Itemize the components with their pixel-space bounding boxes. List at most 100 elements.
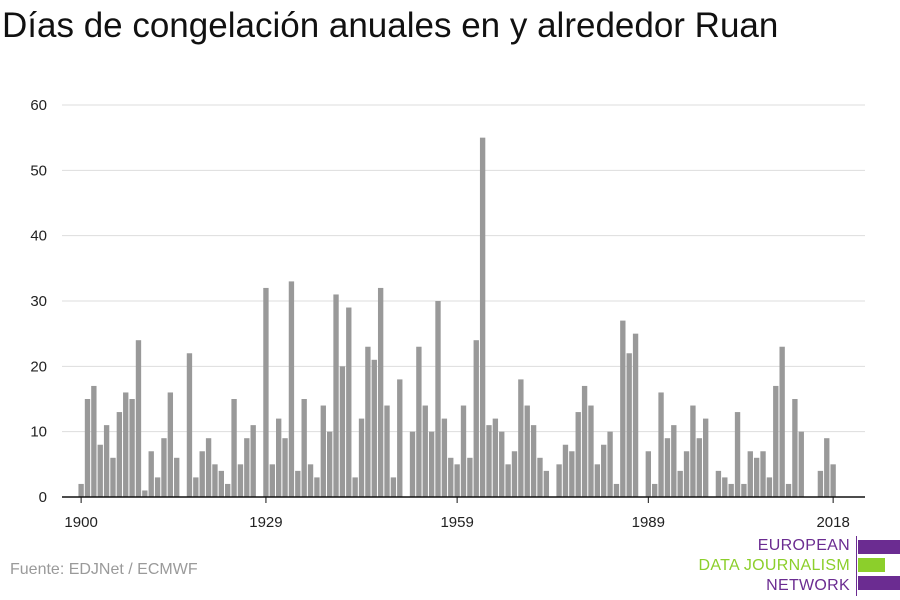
bar-1975 bbox=[556, 464, 562, 497]
logo-text-network: NETWORK bbox=[766, 577, 850, 594]
bar-1978 bbox=[575, 412, 581, 497]
bar-2007 bbox=[760, 451, 766, 497]
bar-1944 bbox=[358, 418, 365, 497]
bar-1973 bbox=[543, 470, 550, 497]
bar-1937 bbox=[314, 477, 320, 497]
bar-2009 bbox=[773, 385, 779, 497]
bar-1935 bbox=[301, 399, 307, 497]
logo-bar-purple-top bbox=[858, 540, 900, 554]
bar-1947 bbox=[377, 287, 384, 497]
bar-1985 bbox=[620, 320, 626, 497]
bar-1926 bbox=[244, 438, 250, 497]
bar-1948 bbox=[384, 405, 390, 497]
bar-2017 bbox=[824, 438, 830, 497]
bar-1913 bbox=[161, 438, 167, 497]
bar-1907 bbox=[123, 392, 129, 497]
bar-1910 bbox=[142, 490, 148, 497]
bar-2012 bbox=[792, 399, 798, 497]
x-tick-label: 1929 bbox=[249, 514, 282, 530]
bar-1959 bbox=[454, 464, 460, 497]
bar-1929 bbox=[263, 287, 269, 497]
bar-1986 bbox=[626, 353, 632, 497]
bar-1931 bbox=[276, 418, 282, 497]
bar-1970 bbox=[524, 405, 530, 497]
bar-1925 bbox=[237, 464, 244, 497]
bar-1915 bbox=[174, 457, 180, 497]
bar-1962 bbox=[473, 340, 479, 497]
bar-1996 bbox=[690, 405, 696, 497]
bar-1917 bbox=[186, 353, 193, 497]
bar-1998 bbox=[702, 418, 709, 497]
bar-1983 bbox=[607, 431, 613, 497]
bar-1972 bbox=[537, 457, 543, 497]
bar-1989 bbox=[645, 451, 651, 497]
bar-1987 bbox=[632, 333, 639, 497]
bar-1980 bbox=[588, 405, 594, 497]
source-note: Fuente: EDJNet / ECMWF bbox=[10, 561, 198, 578]
bar-2010 bbox=[779, 346, 785, 497]
bars bbox=[78, 137, 836, 497]
bar-2003 bbox=[734, 412, 741, 497]
bar-1957 bbox=[441, 418, 448, 497]
bar-1952 bbox=[409, 431, 416, 497]
bar-1979 bbox=[581, 385, 588, 497]
bar-1914 bbox=[167, 392, 174, 497]
bar-1991 bbox=[658, 392, 664, 497]
logo-text-data-journalism: DATA JOURNALISM bbox=[698, 557, 850, 574]
bar-1930 bbox=[269, 464, 275, 497]
bar-1918 bbox=[193, 477, 199, 497]
bar-1939 bbox=[326, 431, 333, 497]
y-tick-label: 0 bbox=[39, 489, 47, 506]
bar-2002 bbox=[728, 483, 734, 497]
bar-1911 bbox=[148, 451, 154, 497]
bar-chart: 0 10 20 30 40 50 60 1900 1929 1959 1989 2018 bbox=[30, 97, 865, 530]
bar-1963 bbox=[479, 137, 486, 497]
bar-1950 bbox=[397, 379, 403, 497]
bar-1938 bbox=[320, 405, 326, 497]
bar-1936 bbox=[307, 464, 314, 497]
bar-2006 bbox=[753, 457, 760, 497]
y-tick-label: 40 bbox=[30, 228, 47, 245]
bar-1960 bbox=[460, 405, 467, 497]
bar-1901 bbox=[84, 399, 91, 497]
y-tick-label: 60 bbox=[30, 97, 47, 114]
bar-1924 bbox=[231, 399, 237, 497]
bar-1981 bbox=[594, 464, 601, 497]
bar-1904 bbox=[103, 425, 110, 497]
bar-2000 bbox=[715, 470, 722, 497]
y-tick-label: 30 bbox=[30, 293, 47, 310]
y-tick-label: 20 bbox=[30, 358, 47, 375]
bar-1971 bbox=[530, 425, 537, 497]
bar-2011 bbox=[785, 483, 792, 497]
x-tick-label: 2018 bbox=[816, 514, 849, 530]
bar-1946 bbox=[371, 359, 377, 497]
bar-1921 bbox=[212, 464, 218, 497]
y-tick-label: 10 bbox=[30, 424, 47, 441]
bar-1995 bbox=[683, 451, 690, 497]
bar-1945 bbox=[365, 346, 371, 497]
bar-1932 bbox=[282, 438, 288, 497]
logo-separator bbox=[856, 536, 857, 596]
bar-1941 bbox=[339, 366, 346, 497]
bar-1993 bbox=[671, 425, 677, 497]
bar-1982 bbox=[601, 444, 607, 497]
bar-2004 bbox=[741, 483, 747, 497]
bar-1922 bbox=[218, 470, 225, 497]
logo-text-european: EUROPEAN bbox=[757, 537, 850, 554]
bar-1965 bbox=[492, 418, 499, 497]
bar-1949 bbox=[390, 477, 397, 497]
bar-1992 bbox=[664, 438, 671, 497]
bar-1908 bbox=[129, 399, 135, 497]
bar-1905 bbox=[110, 457, 116, 497]
bar-2005 bbox=[747, 451, 753, 497]
bar-2018 bbox=[830, 464, 836, 497]
bar-1943 bbox=[352, 477, 358, 497]
x-tick-label: 1959 bbox=[440, 514, 473, 530]
bar-1933 bbox=[288, 281, 295, 497]
bar-1909 bbox=[135, 340, 142, 497]
bar-1927 bbox=[250, 425, 256, 497]
bar-1969 bbox=[518, 379, 524, 497]
bar-1903 bbox=[97, 444, 103, 497]
y-axis: 0 10 20 30 40 50 60 bbox=[30, 97, 47, 506]
chart-title: Días de congelación anuales en y alreded… bbox=[2, 6, 779, 45]
